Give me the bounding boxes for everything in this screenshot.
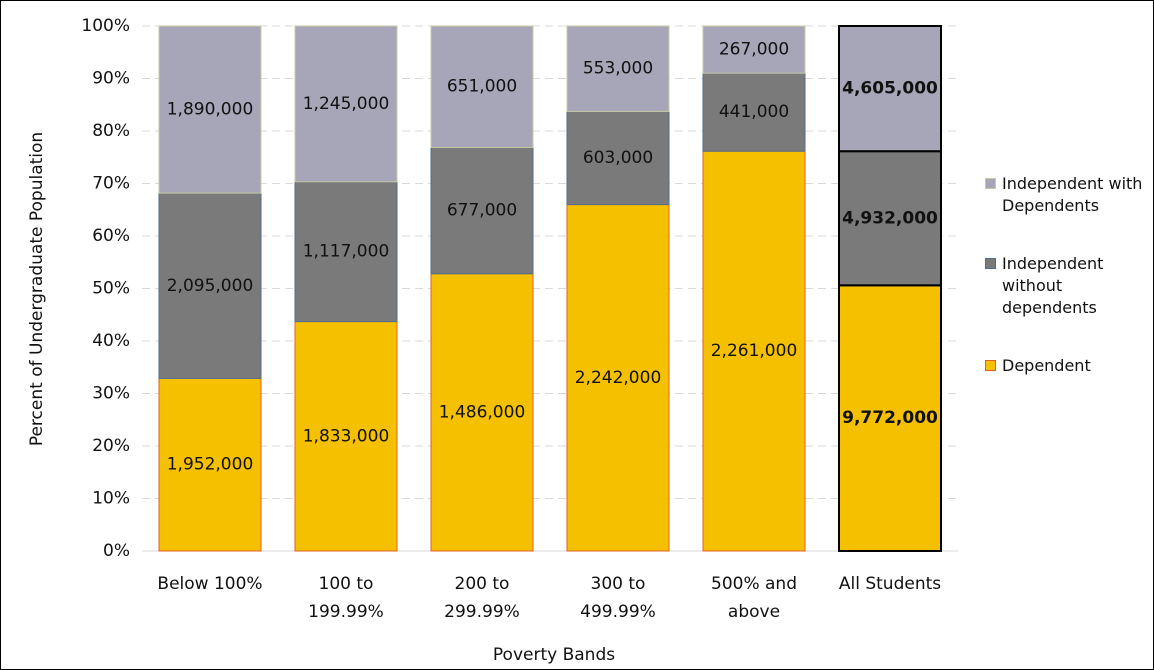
bar-segment [158,25,262,194]
data-label: 1,952,000 [167,455,254,475]
data-label: 1,890,000 [167,100,254,120]
bar-segment [294,25,398,183]
y-tick-label: 70% [92,174,130,194]
x-tick-label: 500% and above [711,574,797,622]
bar-segment [566,204,670,552]
data-label: 553,000 [583,59,653,79]
bar-segment [566,110,670,206]
y-tick-label: 80% [92,121,130,141]
x-axis-title: Poverty Bands [493,645,615,665]
bar-segment [838,25,942,153]
bar-segment [294,181,398,323]
data-label: 603,000 [583,148,653,168]
data-label: 1,486,000 [439,402,526,422]
y-axis-title: Percent of Undergraduate Population [27,132,47,446]
bar-segment [294,321,398,552]
data-label: 1,117,000 [303,242,390,262]
legend: Independent with Dependents Independent w… [985,173,1145,413]
data-label: 4,932,000 [842,208,938,228]
data-label: 2,261,000 [711,341,798,361]
x-tick-label: 100 to 199.99% [308,574,384,622]
x-tick-label: 300 to 499.99% [580,574,656,622]
legend-swatch [985,258,996,269]
y-tick-label: 100% [81,16,130,36]
data-label: 2,095,000 [167,276,254,296]
data-label: 2,242,000 [575,368,662,388]
bar-segment [702,150,806,552]
data-label: 651,000 [447,77,517,97]
bar-segment [702,25,806,74]
bar-segment [158,377,262,552]
bar-segment [838,284,942,552]
legend-swatch [985,360,996,371]
legend-label: Independent with Dependents [1002,174,1143,215]
x-tick-label: Below 100% [157,574,262,594]
data-label: 267,000 [719,40,789,60]
x-tick-label: 200 to 299.99% [444,574,520,622]
y-tick-label: 20% [92,436,130,456]
legend-item: Independent without dependents [985,253,1145,319]
data-label: 1,245,000 [303,94,390,114]
y-tick-label: 40% [92,331,130,351]
data-label: 9,772,000 [842,408,938,428]
y-tick-label: 90% [92,69,130,89]
data-label: 4,605,000 [842,79,938,99]
legend-swatch [985,178,996,189]
y-tick-label: 0% [103,541,130,561]
y-tick-label: 10% [92,489,130,509]
bar-segment [430,146,534,275]
legend-item: Dependent [985,355,1145,377]
data-label: 1,833,000 [303,426,390,446]
bar-segment [430,25,534,148]
legend-label: Dependent [1002,356,1091,375]
legend-item: Independent with Dependents [985,173,1145,217]
y-tick-label: 60% [92,226,130,246]
bar-segment [430,273,534,552]
y-tick-label: 50% [92,279,130,299]
data-label: 441,000 [719,102,789,122]
data-label: 677,000 [447,201,517,221]
x-tick-label: All Students [839,574,941,594]
legend-label: Independent without dependents [1002,254,1104,317]
y-tick-label: 30% [92,384,130,404]
bar-segment [158,192,262,379]
bar-segment [566,25,670,112]
